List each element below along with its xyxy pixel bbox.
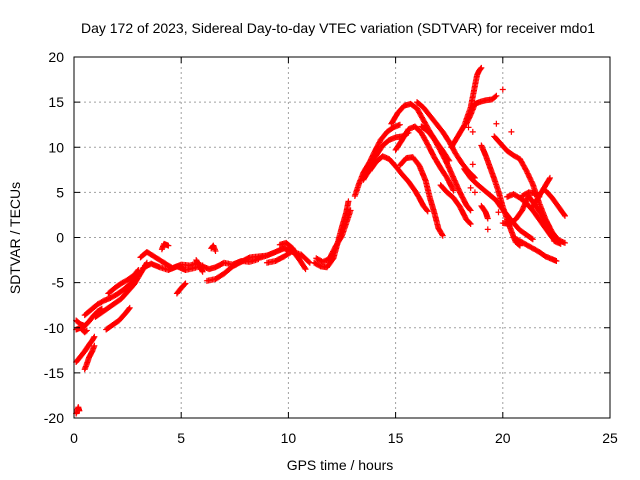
y-tick-label: -15	[44, 365, 64, 381]
series-markers	[510, 234, 560, 264]
series-arc-40	[510, 234, 560, 264]
y-tick-label: -5	[52, 275, 65, 291]
series-arc-25	[366, 153, 431, 215]
y-tick-label: 20	[48, 49, 64, 65]
y-tick-label: -20	[44, 410, 64, 426]
series-arc-30	[418, 123, 474, 214]
series-arc-02	[73, 333, 98, 366]
series-arc-42	[542, 187, 568, 219]
series-arc-27	[392, 123, 457, 194]
series-arc-08	[103, 304, 133, 333]
series-markers	[542, 187, 568, 219]
series-arc-39	[504, 191, 562, 246]
series-markers	[313, 207, 354, 265]
series-arc-01	[73, 404, 83, 417]
y-tick-label: 5	[56, 184, 64, 200]
y-tick-label: 10	[48, 139, 64, 155]
series-arc-36	[478, 202, 491, 222]
series-arc-14	[193, 257, 206, 275]
series-arc-03	[81, 342, 98, 373]
series-markers	[351, 121, 403, 199]
series-markers	[276, 239, 303, 263]
y-tick-label: 15	[48, 94, 64, 110]
x-tick-label: 25	[602, 430, 618, 446]
series-arc-12	[158, 240, 172, 253]
x-tick-label: 10	[281, 430, 297, 446]
series-markers	[463, 92, 500, 127]
series-arc-20	[276, 239, 303, 263]
series-markers	[173, 280, 189, 297]
series-markers	[208, 242, 219, 255]
chart-title: Day 172 of 2023, Sidereal Day-to-day VTE…	[81, 20, 595, 36]
series-markers	[437, 182, 474, 227]
series-arc-31	[437, 182, 474, 227]
series-arc-09	[105, 266, 142, 297]
x-tick-label: 20	[495, 430, 511, 446]
series-markers	[193, 257, 206, 275]
series-arc-05	[73, 324, 90, 336]
series-markers	[73, 324, 90, 336]
series-arc-28	[396, 154, 446, 239]
series-markers	[73, 305, 105, 329]
series-arc-33	[463, 92, 500, 127]
series-markers	[73, 404, 83, 417]
series-markers	[478, 202, 491, 222]
series-markers	[103, 304, 133, 333]
series-markers	[139, 260, 206, 273]
series-markers	[158, 240, 172, 253]
series-arc-11	[139, 260, 206, 273]
series-arc-04	[73, 305, 105, 329]
y-tick-label: -10	[44, 320, 64, 336]
series-markers	[73, 333, 98, 366]
y-tick-label: 0	[56, 230, 64, 246]
x-tick-label: 5	[177, 430, 185, 446]
x-axis-label: GPS time / hours	[287, 457, 394, 473]
series-markers	[418, 123, 474, 214]
axis-ticks: 0 5 10 15 20 25 -20 -15 -10 -5 0 5 10 15 20	[44, 49, 618, 446]
series-markers	[366, 153, 431, 215]
x-tick-label: 0	[70, 430, 78, 446]
data-marks	[73, 64, 568, 417]
series-arc-22	[313, 207, 354, 265]
series-markers	[396, 154, 446, 239]
series-arc-43	[519, 189, 543, 200]
series-markers	[465, 86, 515, 233]
series-markers	[519, 189, 543, 200]
series-markers	[504, 191, 562, 246]
series-markers	[392, 123, 457, 194]
series-markers	[105, 266, 142, 297]
x-tick-label: 15	[388, 430, 404, 446]
series-arc-23	[351, 121, 403, 199]
series-markers	[81, 342, 98, 373]
series-arc-17	[208, 242, 219, 255]
y-axis-label: SDTVAR / TECUs	[7, 182, 23, 294]
series-arc-13	[173, 280, 189, 297]
series-outliers	[465, 86, 515, 233]
